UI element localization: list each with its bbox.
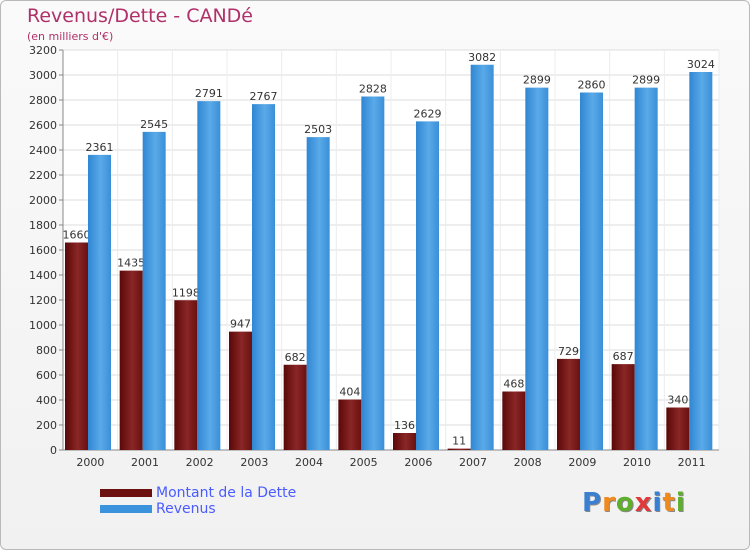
data-label-debt: 682	[285, 351, 306, 364]
bar-revenue	[361, 96, 385, 450]
data-label-debt: 404	[339, 386, 360, 399]
bar-revenue	[634, 87, 658, 450]
y-tick-label: 600	[36, 369, 57, 382]
data-label-revenue: 2361	[86, 141, 114, 154]
bar-revenue	[306, 137, 330, 450]
data-label-revenue: 3082	[468, 51, 496, 64]
logo-letter: r	[602, 488, 616, 518]
data-label-debt: 1435	[117, 257, 145, 270]
logo-letter: i	[652, 488, 663, 518]
x-tick-label: 2010	[623, 456, 651, 469]
bar-revenue	[525, 87, 549, 450]
y-tick-label: 1600	[29, 244, 57, 257]
logo-letter: t	[662, 488, 676, 518]
bar-debt	[447, 448, 471, 450]
data-label-revenue: 2899	[523, 74, 551, 87]
bar-revenue	[689, 72, 713, 450]
y-tick-label: 3000	[29, 69, 57, 82]
legend-label-debt: Montant de la Dette	[156, 485, 297, 501]
bar-debt	[65, 242, 88, 450]
legend-swatch-debt	[100, 489, 152, 497]
y-tick-label: 2400	[29, 144, 57, 157]
chart-subtitle: (en milliers d'€)	[27, 30, 114, 43]
data-label-debt: 1660	[63, 229, 91, 242]
y-tick-label: 2200	[29, 169, 57, 182]
bar-debt	[393, 433, 416, 450]
x-tick-label: 2003	[240, 456, 268, 469]
bar-debt	[229, 331, 252, 450]
bar-debt	[283, 364, 307, 450]
data-label-debt: 136	[394, 419, 415, 432]
y-tick-label: 400	[36, 394, 57, 407]
y-tick-label: 1800	[29, 219, 57, 232]
chart-title: Revenus/Dette - CANDé	[27, 5, 253, 27]
logo-letter: P	[582, 488, 603, 518]
y-tick-label: 0	[50, 444, 57, 457]
x-tick-label: 2008	[514, 456, 542, 469]
x-tick-label: 2009	[568, 456, 596, 469]
data-label-revenue: 2503	[304, 123, 332, 136]
bar-revenue	[88, 154, 111, 450]
bar-revenue	[580, 92, 603, 450]
bar-revenue	[197, 101, 221, 450]
data-label-debt: 11	[452, 435, 466, 448]
data-label-debt: 1198	[172, 286, 200, 299]
y-tick-label: 800	[36, 344, 57, 357]
bar-revenue	[252, 104, 275, 450]
logo-letter: i	[675, 488, 686, 518]
x-tick-label: 2001	[131, 456, 159, 469]
y-tick-label: 200	[36, 419, 57, 432]
data-label-revenue: 3024	[687, 58, 715, 71]
proxiti-logo: Proxiti	[582, 488, 686, 518]
bar-revenue	[416, 121, 439, 450]
bar-revenue	[142, 131, 166, 450]
x-tick-label: 2005	[350, 456, 378, 469]
data-label-revenue: 2860	[578, 79, 606, 92]
data-label-revenue: 2791	[195, 87, 223, 100]
x-tick-label: 2002	[186, 456, 214, 469]
y-tick-label: 2800	[29, 94, 57, 107]
y-tick-label: 2000	[29, 194, 57, 207]
bar-debt	[666, 407, 690, 450]
data-label-debt: 947	[230, 318, 251, 331]
y-tick-label: 1400	[29, 269, 57, 282]
data-label-debt: 687	[613, 350, 634, 363]
logo-letter: x	[634, 488, 653, 518]
bar-debt	[338, 399, 362, 450]
bar-debt	[611, 364, 635, 450]
data-label-revenue: 2629	[414, 107, 442, 120]
data-label-debt: 729	[558, 345, 579, 358]
data-label-revenue: 2828	[359, 83, 387, 96]
logo-letter: o	[615, 488, 635, 518]
bar-debt	[502, 391, 526, 450]
y-tick-label: 1000	[29, 319, 57, 332]
bar-debt	[119, 270, 143, 450]
data-label-debt: 340	[667, 394, 688, 407]
legend-label-revenue: Revenus	[156, 501, 216, 517]
data-label-revenue: 2545	[140, 118, 168, 131]
bar-debt	[174, 300, 198, 450]
y-tick-label: 3200	[29, 44, 57, 57]
data-label-revenue: 2767	[250, 90, 278, 103]
data-label-debt: 468	[503, 378, 524, 391]
x-tick-label: 2006	[404, 456, 432, 469]
x-tick-label: 2004	[295, 456, 323, 469]
data-label-revenue: 2899	[632, 74, 660, 87]
bar-revenue	[470, 64, 494, 450]
bar-debt	[557, 358, 580, 450]
y-tick-label: 2600	[29, 119, 57, 132]
x-tick-label: 2011	[678, 456, 706, 469]
x-tick-label: 2007	[459, 456, 487, 469]
x-tick-label: 2000	[76, 456, 104, 469]
y-tick-label: 1200	[29, 294, 57, 307]
legend-swatch-revenue	[100, 505, 152, 513]
